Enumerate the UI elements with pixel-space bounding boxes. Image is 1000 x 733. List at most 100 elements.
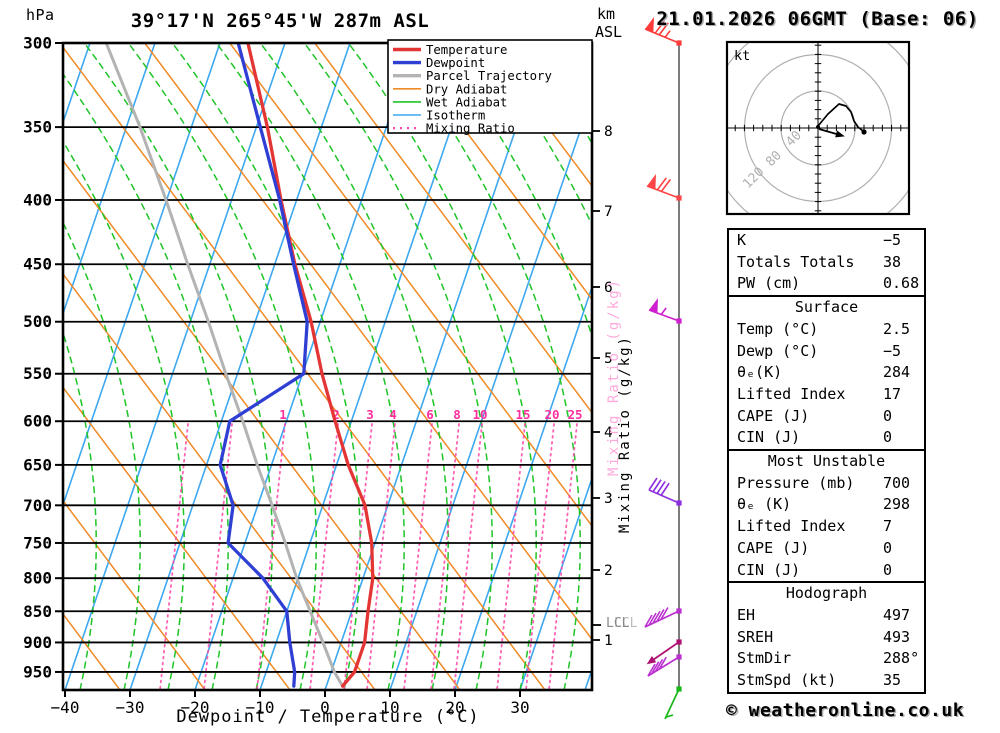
legend-label: Parcel Trajectory bbox=[426, 69, 552, 83]
panel-row-label: Pressure (mb) bbox=[737, 473, 855, 492]
panel-row-label: PW (cm) bbox=[737, 274, 801, 293]
mixing-ratio-value: 1 bbox=[279, 407, 287, 422]
panel-row: θₑ(K) 284 bbox=[729, 362, 924, 384]
isotherm-line bbox=[0, 43, 25, 690]
wind-barb bbox=[648, 298, 682, 324]
wind-shaft bbox=[648, 309, 680, 322]
isotherm-line bbox=[519, 475, 592, 690]
isotherm-line bbox=[63, 43, 156, 317]
panel-row: PW (cm) 0.68 bbox=[729, 273, 924, 295]
panel-row-label: Dewp (°C) bbox=[737, 341, 819, 360]
panel-row: θₑ (K) 298 bbox=[729, 494, 924, 516]
page-title: 39°17'N 265°45'W 287m ASL bbox=[130, 10, 430, 32]
wind-barb-full bbox=[652, 610, 661, 624]
legend-box bbox=[387, 39, 593, 134]
temp-tick-label: −30 bbox=[116, 698, 145, 717]
wind-barb-full bbox=[660, 607, 669, 620]
km-tick-label: 3 bbox=[604, 491, 613, 507]
wind-barb-full bbox=[656, 608, 665, 622]
wind-shaft bbox=[649, 641, 680, 663]
panel-row: CAPE (J) 0 bbox=[729, 406, 924, 428]
hodograph-storm-arrowhead bbox=[835, 130, 845, 138]
wet-adiabat-line bbox=[63, 221, 141, 690]
pressure-tick-label: 550 bbox=[23, 364, 52, 383]
isotherm-line bbox=[63, 43, 221, 508]
wind-barb-half bbox=[664, 30, 671, 38]
wind-barb-full bbox=[660, 178, 672, 192]
pressure-tick-label: 400 bbox=[23, 190, 52, 209]
lcl-label: LCL bbox=[606, 616, 630, 631]
panel-row-label: Temp (°C) bbox=[737, 319, 819, 338]
panel-row-label: CIN (J) bbox=[737, 560, 801, 579]
panel-row-value: 284 bbox=[883, 363, 911, 382]
pressure-tick-label: 900 bbox=[23, 633, 52, 652]
dry-adiabat-line bbox=[63, 46, 546, 690]
mixing-ratio-line bbox=[430, 423, 460, 690]
dewpoint-curve bbox=[218, 43, 309, 688]
mixing-ratio-line bbox=[343, 423, 373, 690]
panel-section-title: Surface bbox=[794, 298, 859, 317]
wind-barb-full bbox=[656, 481, 666, 494]
wind-barb-full bbox=[644, 614, 653, 628]
mixing-ratio-line bbox=[453, 423, 483, 690]
panel-row: EH 497 bbox=[729, 605, 924, 627]
dry-adiabat-line bbox=[63, 499, 206, 690]
km-tick-label: 2 bbox=[604, 563, 613, 579]
panel-row-value: 0 bbox=[883, 406, 893, 425]
panel-row-label: CIN (J) bbox=[737, 428, 801, 447]
pressure-tick-label: 800 bbox=[23, 569, 52, 588]
panel-row: CAPE (J) 0 bbox=[729, 538, 924, 560]
wet-adiabat-line bbox=[83, 43, 273, 690]
panel-row-value: 497 bbox=[883, 605, 911, 624]
wind-barb-full bbox=[652, 479, 662, 493]
dry-adiabat-line bbox=[63, 612, 121, 690]
mixing-ratio-line bbox=[366, 423, 396, 690]
wet-adiabat-line bbox=[259, 43, 449, 690]
hodograph-trace-end-dot bbox=[861, 129, 867, 135]
panel-row-label: K bbox=[737, 231, 747, 249]
temperature-curve bbox=[246, 43, 375, 688]
isotherm-line bbox=[389, 93, 592, 690]
mixing-ratio-value: 2 bbox=[332, 407, 340, 422]
wet-adiabat-line bbox=[391, 43, 581, 690]
mixing-ratio-line bbox=[256, 423, 286, 690]
km-tick-label: 4 bbox=[604, 425, 613, 441]
wind-flag bbox=[649, 298, 658, 314]
mixing-ratio-line bbox=[159, 423, 189, 690]
pressure-tick-label: 500 bbox=[23, 312, 52, 331]
panel-row-value: 35 bbox=[883, 671, 902, 690]
panel-row-value: 700 bbox=[883, 473, 911, 492]
wind-barb-full bbox=[656, 177, 667, 191]
panel-row-label: StmSpd (kt) bbox=[737, 671, 837, 690]
dry-adiabat-line bbox=[63, 272, 376, 690]
panel-row: Totals Totals 38 bbox=[729, 252, 924, 274]
mixing-ratio-value: 6 bbox=[426, 407, 434, 422]
panel-row: Temp (°C) 2.5 bbox=[729, 319, 924, 341]
wet-adiabat-line bbox=[171, 43, 361, 690]
panel-row: K −5 bbox=[729, 230, 924, 252]
pressure-tick-label: 850 bbox=[23, 602, 52, 621]
isotherm-line bbox=[324, 43, 546, 690]
panel-row-value: 0 bbox=[883, 560, 893, 579]
pressure-tick-label: 650 bbox=[23, 455, 52, 474]
panel-row: Dewp (°C) −5 bbox=[729, 341, 924, 363]
temp-tick-label: −40 bbox=[51, 698, 80, 717]
wet-adiabat-line bbox=[63, 72, 229, 690]
wind-barb-full bbox=[648, 612, 657, 626]
skewt-grid: 1 2 3 4 6 8 10 15 20 25 bbox=[0, 43, 592, 690]
panel-row-value: −5 bbox=[883, 341, 902, 360]
legend-label: Mixing Ratio bbox=[426, 122, 515, 136]
temp-tick-label: −20 bbox=[181, 698, 210, 717]
wind-barb bbox=[648, 477, 682, 506]
temp-tick-label: −10 bbox=[246, 698, 275, 717]
isotherm-line bbox=[64, 43, 286, 690]
isotherm-line bbox=[259, 43, 481, 690]
altitude-axis-unit-asl: ASL bbox=[595, 23, 623, 41]
wind-barb-full bbox=[651, 661, 660, 675]
wind-barb bbox=[646, 174, 682, 201]
hodograph-border bbox=[725, 40, 911, 216]
plot-border bbox=[61, 41, 594, 692]
lcl-label-shadow: LCL bbox=[614, 616, 638, 631]
